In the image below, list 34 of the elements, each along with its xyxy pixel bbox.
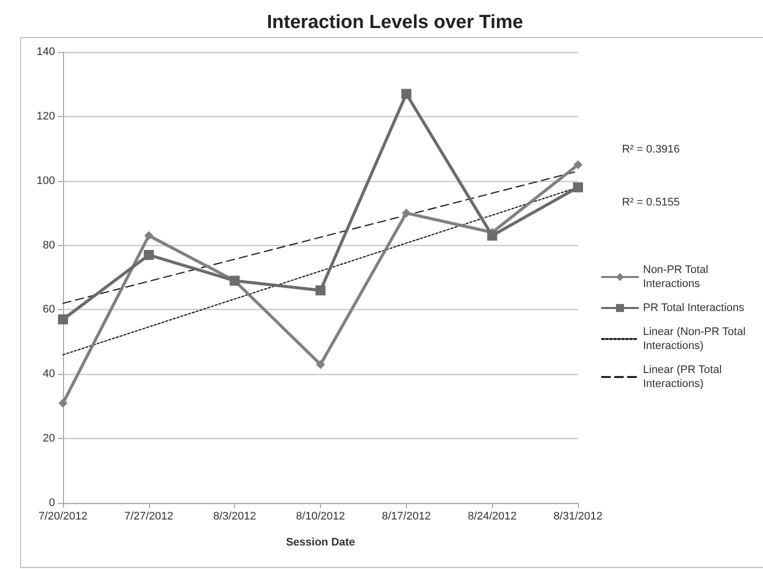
chart-title: Interaction Levels over Time [266,12,524,33]
x-tick-label: 8/31/2012 [554,510,602,522]
legend-label: Linear (PR Total Interactions) [643,364,725,390]
x-tick-label: 8/24/2012 [468,510,517,522]
text: R² = 0.3916 [622,144,680,156]
x-tick-label: 8/3/2012 [213,510,256,522]
legend-label: PR Total Interactions [643,302,745,314]
y-tick-label: 40 [42,368,55,380]
point [316,285,326,296]
point [401,88,412,99]
y-tick-label: 0 [48,497,55,509]
x-tick-label: 7/20/2012 [38,510,88,522]
point [573,182,583,192]
text: R² = 0.5155 [622,196,680,208]
x-tick-label: 8/17/2012 [382,510,431,522]
point [402,208,411,218]
point [574,160,582,170]
point [144,231,154,240]
y-tick-label: 20 [42,432,55,445]
point [58,314,68,324]
point [316,360,325,369]
point [58,398,68,408]
legend-label: Non-PR Total Interactions [643,264,712,290]
y-tick-label: 140 [36,46,55,58]
legend-label: Linear (Non-PR Total Interactions) [643,326,749,352]
x-tick-label: 7/27/2012 [124,510,174,522]
point [144,250,154,260]
point [487,230,498,241]
y-tick-label: 120 [36,110,55,122]
y-tick-label: 100 [36,174,55,187]
y-tick-label: 60 [42,304,55,316]
x-tick-label: 8/10/2012 [296,510,345,522]
x-axis-title: Session Date [286,536,356,548]
y-tick-label: 80 [42,239,55,252]
